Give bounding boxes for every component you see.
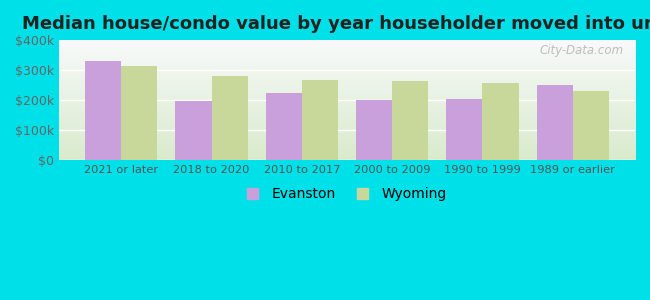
- Bar: [302, 80, 338, 160]
- Legend: Evanston, Wyoming: Evanston, Wyoming: [241, 181, 452, 206]
- Bar: [447, 99, 482, 160]
- Bar: [266, 93, 302, 160]
- Bar: [482, 83, 519, 160]
- Title: Median house/condo value by year householder moved into unit: Median house/condo value by year househo…: [22, 15, 650, 33]
- Bar: [537, 85, 573, 160]
- Bar: [176, 101, 211, 160]
- Bar: [122, 66, 157, 160]
- Bar: [85, 61, 122, 160]
- Bar: [356, 100, 392, 160]
- Bar: [211, 76, 248, 160]
- Text: City-Data.com: City-Data.com: [540, 44, 623, 57]
- Bar: [573, 91, 609, 160]
- Bar: [392, 81, 428, 160]
